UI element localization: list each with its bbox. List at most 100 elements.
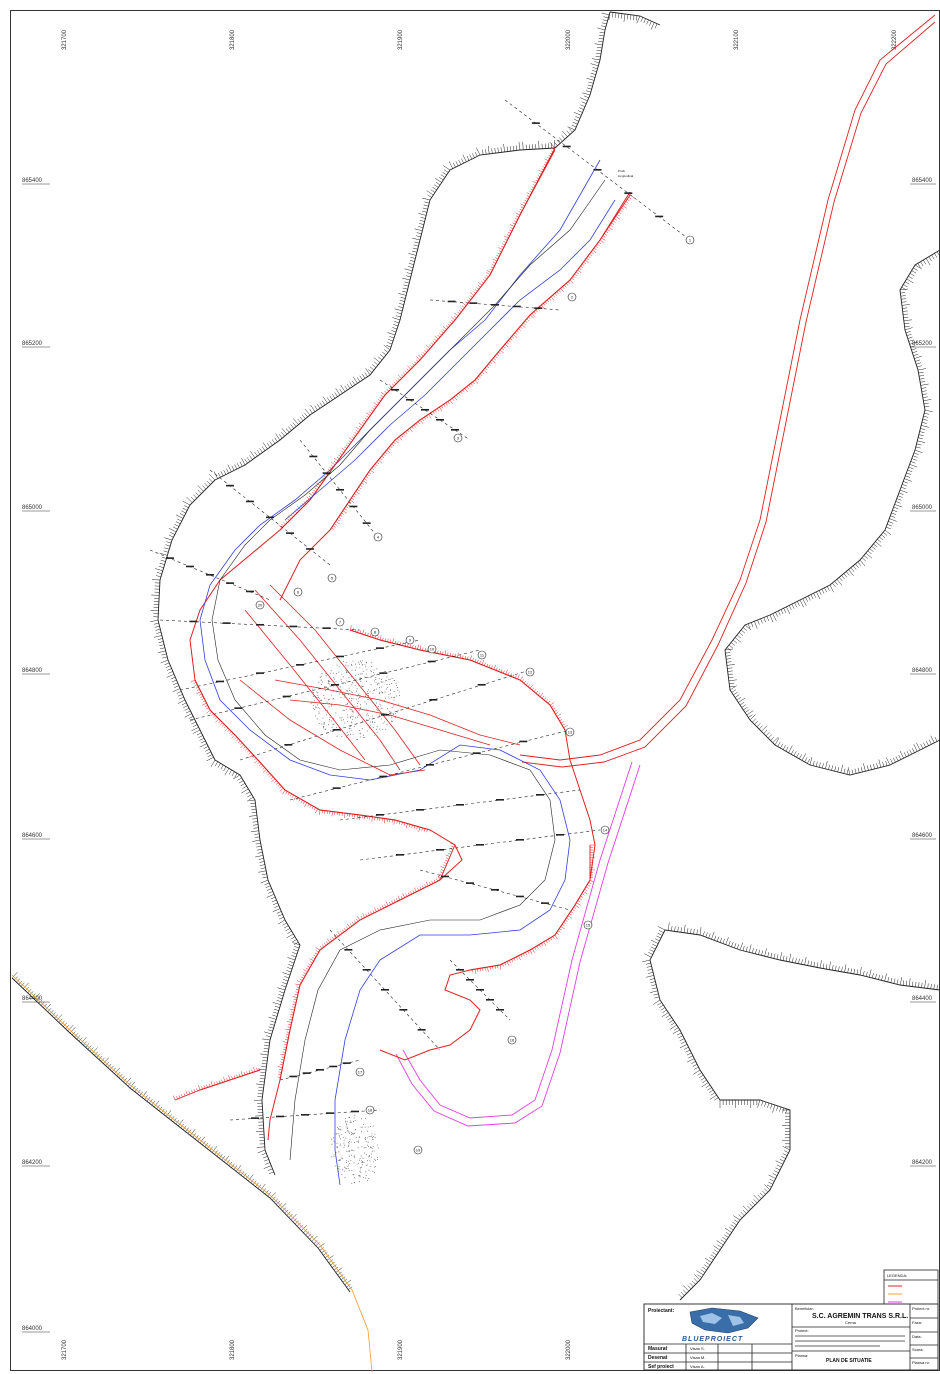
elevation-mark <box>331 684 339 686</box>
elevation-mark <box>336 489 344 491</box>
svg-text:2: 2 <box>571 294 574 299</box>
elevation-mark <box>624 192 633 194</box>
slope-hatching <box>278 147 556 529</box>
elevation-mark <box>451 429 459 431</box>
grid-label-bottom: 321800 <box>230 1339 236 1360</box>
slope-hatching <box>11 972 353 1290</box>
contour-line <box>11 977 351 1293</box>
elevation-mark <box>456 804 464 806</box>
plansa-title: PLAN DE SITUATIE <box>826 1358 872 1364</box>
right-label-proiect-nr: Proiect nr. <box>912 1306 930 1311</box>
elevation-mark <box>256 672 264 674</box>
elevation-mark <box>251 1117 259 1119</box>
contour-line <box>724 249 940 776</box>
svg-text:9: 9 <box>409 637 412 642</box>
road-magenta-outer <box>402 761 633 1119</box>
svg-text:19: 19 <box>416 1147 421 1152</box>
elevation-mark <box>472 752 481 754</box>
elevation-mark <box>562 145 571 148</box>
profile-label-line2: longitudinal <box>618 174 634 178</box>
contour-line <box>279 844 456 1081</box>
right-label-plansa-nr: Plansa nr. <box>912 1360 930 1365</box>
contour-line <box>609 11 661 26</box>
elevation-mark <box>496 799 504 801</box>
elevation-mark <box>216 680 224 683</box>
river-centerline <box>211 179 606 1161</box>
grid-label-left: 864000 <box>22 1326 43 1332</box>
grid-label-left: 864600 <box>22 833 43 839</box>
elevation-mark <box>362 969 371 971</box>
elevation-mark <box>416 809 424 811</box>
elevation-mark <box>342 1062 351 1064</box>
elevation-mark <box>534 307 543 309</box>
grid-label-left: 864200 <box>22 1160 43 1166</box>
proiect-label: Proiect: <box>795 1328 809 1333</box>
elevation-mark <box>426 764 434 766</box>
elevation-mark <box>362 522 371 524</box>
terrain-contours <box>11 11 940 1301</box>
section-marker: 2 <box>567 292 577 302</box>
section-marker: 15 <box>583 920 593 930</box>
elevation-mark <box>466 979 474 981</box>
svg-text:11: 11 <box>480 652 485 657</box>
section-marker: 12 <box>525 667 535 677</box>
elevation-mark <box>316 1069 324 1071</box>
elevation-mark <box>351 1110 359 1113</box>
section-marker: 17 <box>355 1067 365 1077</box>
name-masurat: Visan S. <box>690 1346 705 1351</box>
elevation-mark <box>282 695 291 698</box>
section-marker: 11 <box>477 650 487 660</box>
elevation-mark <box>531 122 540 124</box>
elevation-mark <box>322 627 331 629</box>
contour-line <box>469 845 591 971</box>
elevation-mark <box>519 740 528 743</box>
elevation-mark <box>456 969 464 971</box>
section-marker: 19 <box>413 1145 423 1155</box>
svg-text:4: 4 <box>377 534 380 539</box>
section-marker: 20 <box>255 600 265 610</box>
grid-label-top: 322100 <box>734 29 740 50</box>
river-red-banks <box>189 147 631 1141</box>
elevation-mark <box>266 516 274 519</box>
elevation-mark <box>289 625 298 628</box>
section-marker: 7 <box>335 617 345 627</box>
section-marker: 9 <box>405 635 415 645</box>
elevation-mark <box>222 622 231 624</box>
elevation-mark <box>593 169 602 171</box>
role-desenat: Desenat <box>648 1355 668 1361</box>
stipple-pattern <box>331 1114 379 1184</box>
elevation-mark <box>441 875 449 878</box>
road-magenta-inner <box>395 764 641 1127</box>
legend: LEGENDA: <box>883 1269 939 1307</box>
grid-labels-right: 865400 865200 865000 864800 864600 86440… <box>910 178 936 1167</box>
grid-label-right: 864200 <box>912 1160 933 1166</box>
elevation-mark <box>322 472 331 474</box>
grid-label-right: 865400 <box>912 178 933 184</box>
elevation-mark <box>427 660 436 663</box>
grid-label-right: 865200 <box>912 341 933 347</box>
road-red-double-inner <box>521 21 936 768</box>
elevation-mark <box>226 582 234 584</box>
elevation-mark <box>284 744 293 746</box>
plansa-label: Plansa: <box>795 1353 808 1358</box>
elevation-mark <box>469 302 478 304</box>
grid-labels-left: 865400 865200 865000 864800 864600 86440… <box>22 178 50 1333</box>
slope-hatching <box>277 842 456 1078</box>
grid-label-top: 321900 <box>398 29 404 50</box>
elevation-mark <box>381 989 389 991</box>
elevation-mark <box>246 500 254 503</box>
elevation-mark <box>186 565 194 568</box>
section-marker: 8 <box>370 627 380 637</box>
elevation-mark <box>429 699 438 701</box>
elevation-mark <box>276 1115 284 1118</box>
elevation-mark <box>655 215 664 218</box>
elevation-mark <box>336 655 344 658</box>
elevation-mark <box>246 590 254 593</box>
elevation-mark <box>476 844 484 846</box>
svg-text:10: 10 <box>430 646 435 651</box>
grid-labels-bottom: 321700 321800 321900 322000 <box>62 1339 572 1360</box>
elevation-mark <box>396 854 404 856</box>
elevation-mark <box>541 902 549 904</box>
excavation-zone <box>239 584 521 776</box>
